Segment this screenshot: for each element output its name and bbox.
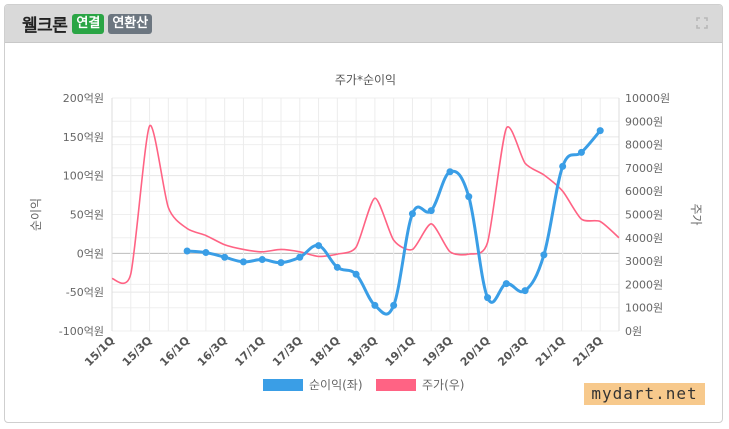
x-tick-label: 18/3Q [345,334,380,369]
expand-icon[interactable] [696,17,708,29]
y-right-tick-label: 9000원 [625,115,663,128]
x-tick-label: 17/3Q [270,334,305,369]
profit-point [390,301,398,309]
profit-point [446,168,454,176]
profit-point [559,162,567,170]
profit-point [239,258,247,266]
profit-point [202,249,210,257]
x-tick-label: 16/3Q [195,334,230,369]
x-tick-label: 20/3Q [495,334,530,369]
y-right-tick-label: 0원 [625,325,642,338]
y-right-tick-label: 3000원 [625,255,663,268]
y-left-tick-label: 150억원 [63,131,104,144]
x-tick-label: 18/1Q [308,334,343,369]
y-left-axis-title: 순이익 [29,198,43,231]
x-tick-label: 19/3Q [420,334,455,369]
y-right-tick-label: 10000원 [625,92,670,105]
x-tick-label: 21/1Q [533,334,568,369]
profit-point [427,207,435,215]
legend-swatch-price [376,379,416,391]
profit-point [596,127,604,135]
profit-point [277,259,285,267]
profit-point [258,256,266,264]
profit-point [352,270,360,278]
card-header: 웰크론 연결 연환산 [5,5,722,43]
profit-point [333,263,341,271]
chart-card: 웰크론 연결 연환산 [4,4,723,423]
y-right-tick-label: 7000원 [625,162,663,175]
profit-point [296,253,304,261]
y-right-tick-label: 6000원 [625,185,663,198]
y-right-tick-label: 5000원 [625,209,663,222]
y-left-tick-label: -50억원 [66,286,104,299]
y-right-tick-label: 8000원 [625,139,663,152]
y-right-tick-label: 4000원 [625,232,663,245]
y-left-tick-label: 0억원 [77,247,104,260]
y-left-tick-label: 100억원 [63,170,104,183]
profit-point [371,301,379,309]
price-series-line [111,124,620,285]
x-tick-label: 15/1Q [82,334,117,369]
y-right-tick-label: 1000원 [625,302,663,315]
x-tick-label: 20/1Q [458,334,493,369]
profit-point [484,294,492,302]
profit-point [502,280,510,288]
y-left-tick-label: 50억원 [70,209,104,222]
legend-swatch-profit [263,379,303,391]
badge-consolidated[interactable]: 연결 [72,13,105,34]
x-tick-label: 21/3Q [570,334,605,369]
x-tick-label: 15/3Q [120,334,155,369]
y-right-axis-title: 주가 [689,203,703,225]
x-tick-label: 17/1Q [232,334,267,369]
y-left-tick-label: 200억원 [63,92,104,105]
legend-label-price: 주가(우) [422,378,464,392]
profit-point [221,253,229,261]
x-tick-label: 16/1Q [157,334,192,369]
badge-annualized[interactable]: 연환산 [108,13,153,34]
company-name: 웰크론 [22,16,68,36]
y-right-tick-label: 2000원 [625,278,663,291]
y-left-tick-label: -100억원 [59,325,104,338]
profit-point [183,247,191,255]
watermark: mydart.net [584,383,705,405]
profit-point [521,287,529,295]
profit-point [315,242,323,250]
profit-point [465,193,473,201]
profit-point [577,148,585,156]
x-tick-label: 19/1Q [383,334,418,369]
legend-label-profit: 순이익(좌) [309,378,363,392]
profit-point [408,210,416,218]
chart-title: 주가*순이익 [335,73,396,87]
profit-point [540,251,548,259]
